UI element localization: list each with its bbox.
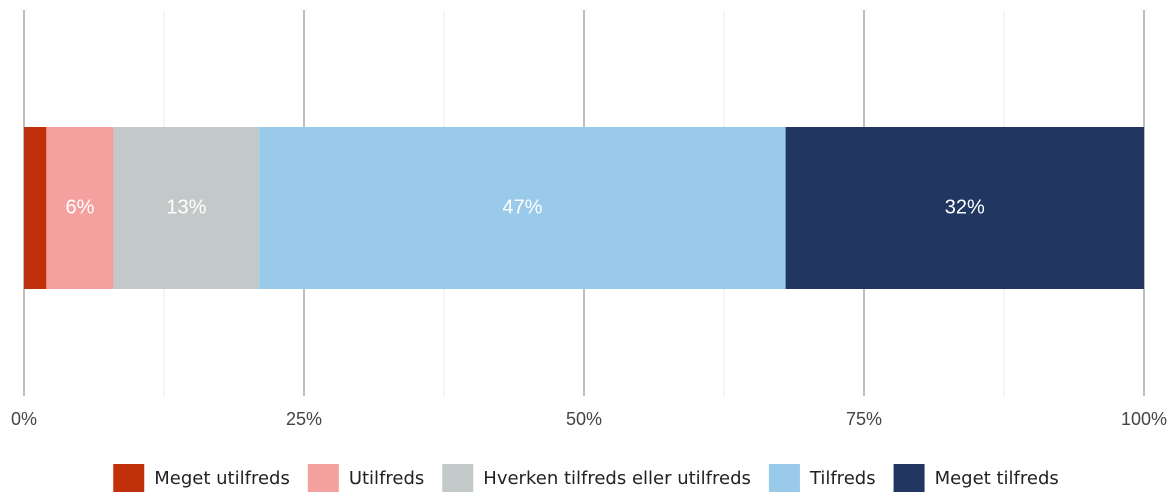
legend-label: Hverken tilfreds eller utilfreds	[483, 468, 751, 489]
x-tick-label: 0%	[11, 409, 37, 429]
legend-label: Tilfreds	[809, 468, 876, 489]
x-tick-label: 75%	[846, 409, 882, 429]
x-tick-label: 100%	[1121, 409, 1167, 429]
bar-segment	[46, 127, 114, 289]
bar-segment	[113, 127, 260, 289]
bar-segment	[259, 127, 786, 289]
legend-label: Meget tilfreds	[935, 468, 1059, 489]
legend-swatch	[307, 464, 339, 492]
data-label: 6%	[66, 196, 95, 218]
data-label: 47%	[502, 196, 542, 218]
legend-swatch	[893, 464, 925, 492]
x-tick-label: 50%	[566, 409, 602, 429]
legend-swatch	[768, 464, 800, 492]
legend-swatch	[113, 464, 145, 492]
data-label: 13%	[166, 196, 206, 218]
data-label: 32%	[945, 196, 985, 218]
legend-label: Meget utilfreds	[154, 468, 290, 489]
bar-segment	[24, 127, 47, 289]
legend-label: Utilfreds	[349, 468, 424, 489]
bar-segment	[785, 127, 1144, 289]
x-tick-label: 25%	[286, 409, 322, 429]
legend-swatch	[442, 464, 474, 492]
